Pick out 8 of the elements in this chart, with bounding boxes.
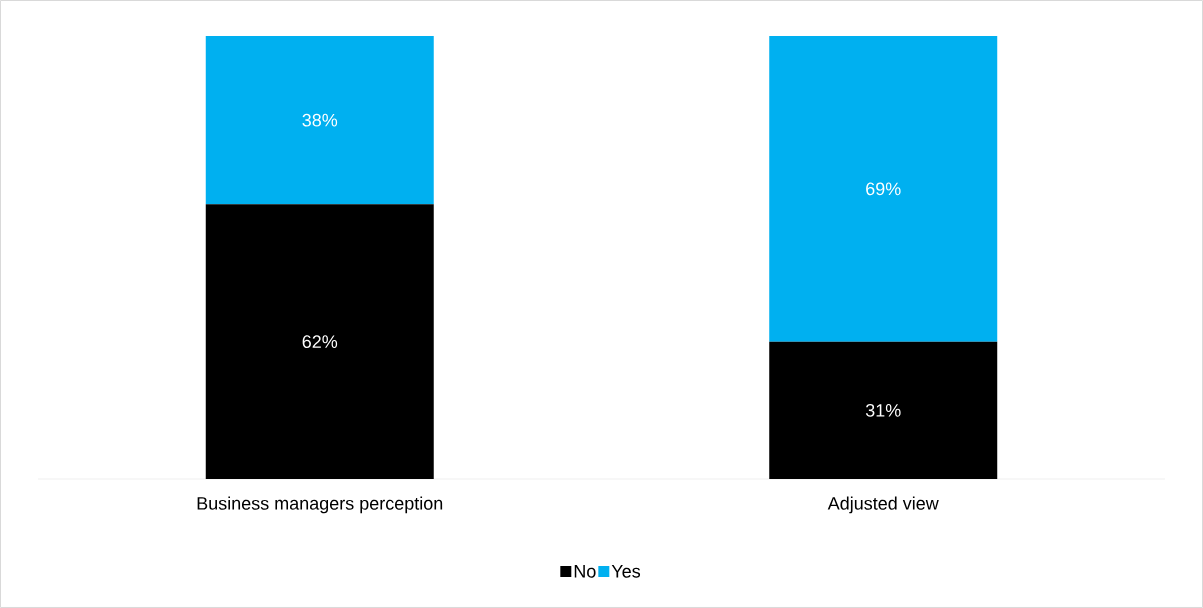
data-label: 38% xyxy=(302,113,338,127)
data-label: 69% xyxy=(866,182,901,196)
x-tick-label: Business managers perception xyxy=(197,496,443,514)
legend-label: No xyxy=(574,565,596,578)
data-label: 62% xyxy=(302,335,338,349)
legend-label: Yes xyxy=(611,565,641,578)
x-tick-label: Adjusted view xyxy=(827,496,939,514)
data-label: 31% xyxy=(865,403,901,417)
